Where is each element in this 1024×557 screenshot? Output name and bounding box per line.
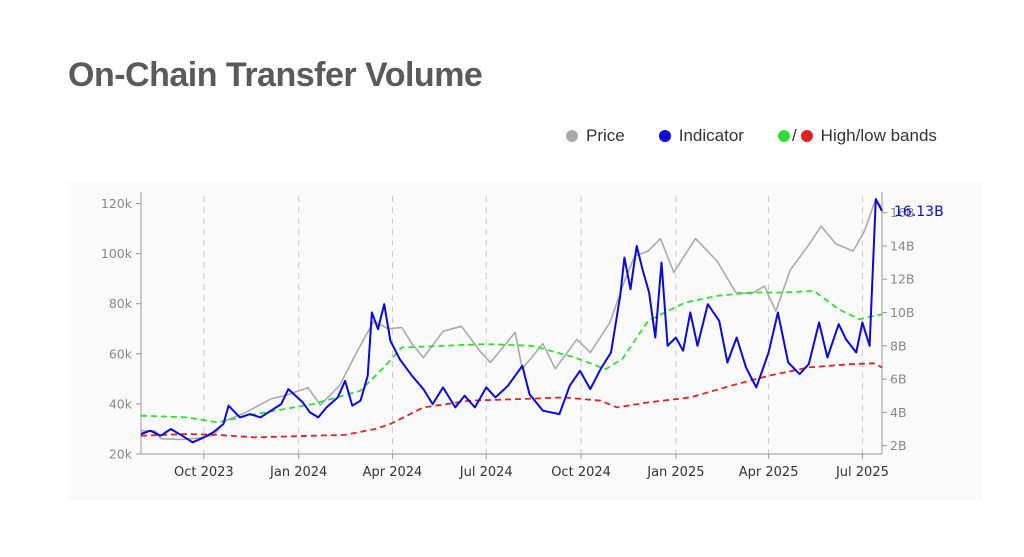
- indicator-dot-icon: [658, 130, 671, 142]
- indicator-value-annotation: 16.13B: [894, 204, 944, 220]
- low-band-dot-icon: [800, 130, 813, 142]
- y-left-tick-label: 100k: [101, 246, 133, 261]
- x-tick-label: Apr 2024: [363, 465, 423, 480]
- y-right-tick-label: 8B: [890, 338, 907, 353]
- x-tick-label: Oct 2024: [551, 465, 611, 480]
- y-right-tick-label: 14B: [890, 238, 914, 253]
- y-left-tick-label: 40k: [109, 396, 133, 411]
- y-left-tick-label: 80k: [109, 296, 133, 311]
- y-right-tick-label: 16B: [890, 205, 914, 220]
- y-left-tick-label: 20k: [109, 447, 133, 462]
- legend-bands-label: High/low bands: [820, 126, 937, 145]
- legend-indicator[interactable]: Indicator: [658, 126, 744, 146]
- chart-svg: 20k 40k 60k 80k 100k 120k 2B 4B 6B 8B 10B 12B 14B 16B…: [101, 192, 944, 480]
- legend-bands[interactable]: / High/low bands: [777, 126, 937, 146]
- price-dot-icon: [566, 130, 578, 142]
- legend-price-label: Price: [586, 126, 625, 145]
- y-right-tick-label: 10B: [890, 305, 914, 320]
- high-band-series-line: [140, 290, 883, 424]
- y-left-tick-label: 120k: [101, 196, 133, 211]
- y-right-tick-label: 4B: [890, 405, 907, 420]
- price-series-line: [140, 197, 883, 441]
- y-right-tick-label: 6B: [890, 372, 907, 387]
- chart-legend: Price Indicator / High/low bands: [566, 126, 937, 146]
- x-tick-label: Jul 2025: [835, 465, 889, 480]
- x-tick-label: Jan 2025: [646, 465, 704, 480]
- high-band-dot-icon: [777, 130, 790, 142]
- legend-price[interactable]: Price: [566, 126, 625, 146]
- x-tick-label: Apr 2025: [739, 465, 799, 480]
- indicator-series-line: [140, 198, 883, 444]
- y-right-tick-label: 2B: [890, 438, 907, 453]
- x-tick-label: Oct 2023: [174, 465, 234, 480]
- y-right-tick-label: 12B: [890, 272, 914, 287]
- y-left-tick-label: 60k: [109, 346, 133, 361]
- x-tick-label: Jul 2024: [459, 465, 513, 480]
- page-title: On-Chain Transfer Volume: [68, 56, 483, 94]
- low-band-series-line: [140, 362, 883, 439]
- x-tick-label: Jan 2024: [269, 465, 327, 480]
- legend-indicator-label: Indicator: [678, 126, 744, 145]
- legend-separator: /: [791, 126, 797, 145]
- chart-container: 20k 40k 60k 80k 100k 120k 2B 4B 6B 8B 10B 12B 14B 16B…: [68, 182, 982, 500]
